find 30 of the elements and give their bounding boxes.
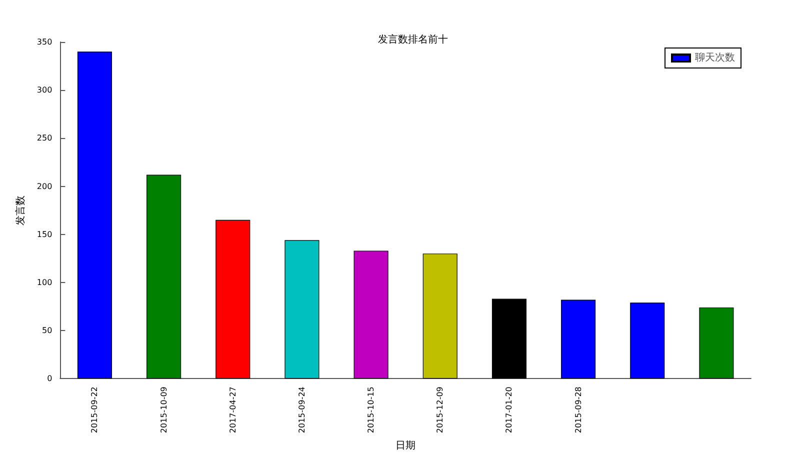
y-tick-label: 0 [47,374,52,384]
bar [354,250,388,379]
y-tick-label: 300 [36,86,52,95]
legend-label: 聊天次数 [695,52,735,64]
x-tick-label: 2015-10-09 [159,386,168,434]
bar [284,240,320,379]
chart-title: 发言数排名前十 [378,34,448,46]
y-tick-label: 200 [36,182,52,191]
x-axis-title: 日期 [396,440,416,452]
x-tick-label: 2015-10-15 [366,386,376,434]
bar [492,298,526,379]
bar [216,220,250,379]
x-tick-label: 2015-09-28 [574,386,583,434]
y-tick-label: 250 [36,134,52,143]
bar [699,307,734,379]
bar [561,300,596,379]
y-tick-label: 150 [36,230,52,239]
y-tick-label: 350 [36,38,52,46]
x-tick-label: 2015-09-22 [90,386,100,434]
y-tick-label: 100 [36,278,52,287]
x-tick-label: 2017-01-20 [504,386,514,434]
bar [630,302,665,379]
x-tick-label: 2015-12-09 [436,386,445,434]
bar [77,52,112,379]
bar [422,254,458,379]
bar [146,174,182,379]
x-tick-label: 2015-09-24 [297,386,306,434]
y-tick-label: 50 [42,326,52,336]
x-tick-label: 2017-04-27 [228,386,238,434]
y-axis-title: 发言数 [14,195,26,226]
